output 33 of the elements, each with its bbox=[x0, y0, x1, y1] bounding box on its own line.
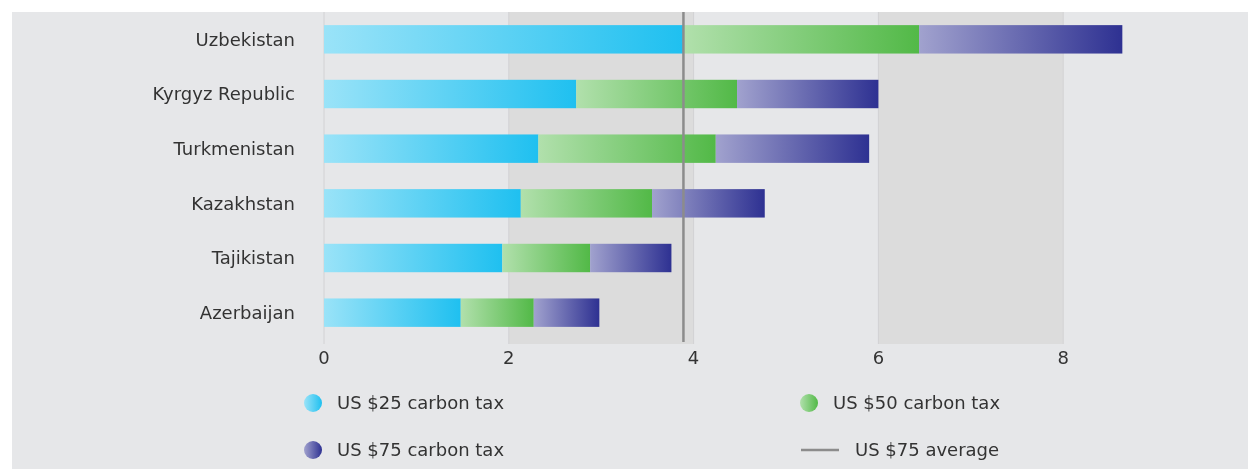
x-tick-label: 2 bbox=[503, 347, 515, 368]
y-tick-label: Tajikistan bbox=[210, 247, 295, 269]
x-tick-label: 4 bbox=[687, 347, 700, 368]
x-tick-label: 6 bbox=[872, 347, 885, 368]
bar bbox=[576, 79, 738, 109]
bar bbox=[737, 79, 879, 109]
legend-label: US $75 average bbox=[855, 439, 1000, 461]
bar bbox=[919, 25, 1123, 54]
bar bbox=[652, 189, 765, 218]
bar bbox=[683, 25, 920, 54]
legend-label: US $25 carbon tax bbox=[337, 392, 505, 414]
x-tick-label: 8 bbox=[1057, 347, 1069, 368]
bar bbox=[533, 298, 600, 327]
x-tick-label: 0 bbox=[318, 347, 330, 368]
bar bbox=[538, 134, 716, 163]
y-tick-label: Uzbekistan bbox=[195, 28, 295, 50]
y-tick-label: Azerbaijan bbox=[199, 301, 295, 323]
bar bbox=[324, 79, 577, 109]
y-tick-label: Turkmenistan bbox=[172, 137, 295, 159]
bar bbox=[324, 243, 503, 273]
bar bbox=[324, 25, 684, 54]
bar bbox=[715, 134, 870, 163]
legend-label: US $75 carbon tax bbox=[337, 439, 505, 461]
bar bbox=[590, 243, 672, 273]
legend-label: US $50 carbon tax bbox=[833, 392, 1001, 414]
bar bbox=[324, 134, 539, 163]
bar bbox=[324, 189, 521, 218]
bar bbox=[324, 298, 461, 327]
bar bbox=[460, 298, 534, 327]
bar bbox=[520, 189, 653, 218]
y-tick-label: Kyrgyz Republic bbox=[152, 83, 295, 105]
y-tick-label: Kazakhstan bbox=[191, 192, 295, 214]
bar bbox=[502, 243, 591, 273]
